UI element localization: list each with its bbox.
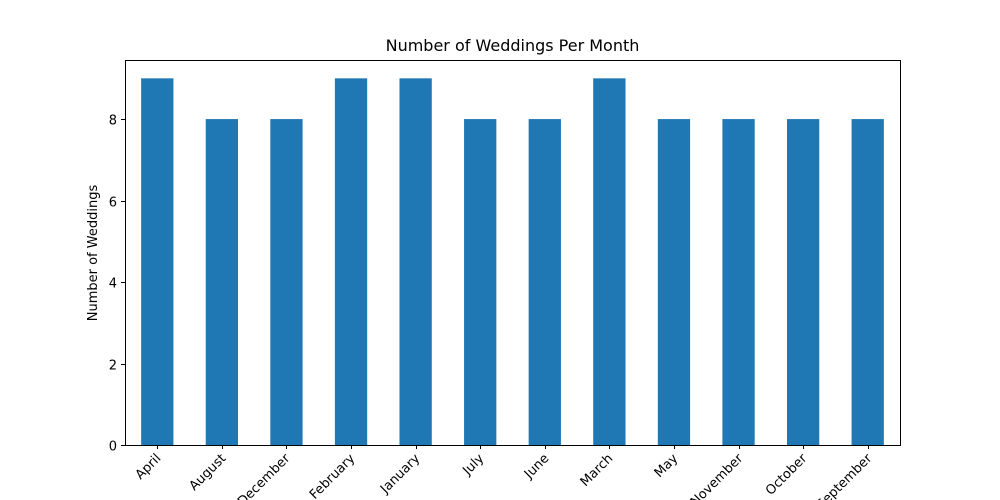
- y-tick-label: 0: [109, 440, 117, 455]
- bar-march: [593, 78, 626, 445]
- bar-january: [399, 78, 432, 445]
- bar-september: [851, 119, 884, 446]
- bar-december: [270, 119, 303, 446]
- y-axis: 0 2 4 6 8: [109, 114, 125, 455]
- bars-layer: [141, 78, 884, 446]
- y-tick-label: 4: [109, 277, 117, 292]
- chart-title: Number of Weddings Per Month: [386, 36, 640, 55]
- y-tick-label: 2: [109, 359, 117, 374]
- bar-november: [722, 119, 755, 446]
- y-tick-label: 6: [109, 196, 117, 211]
- bar-june: [528, 119, 561, 446]
- y-tick-label: 8: [109, 114, 117, 129]
- bar-april: [141, 78, 174, 445]
- bar-october: [786, 119, 820, 446]
- plot-frame: [125, 60, 901, 446]
- bar-july: [464, 119, 497, 446]
- y-axis-label: Number of Weddings: [86, 185, 101, 322]
- bar-august: [205, 119, 239, 446]
- bar-february: [334, 78, 368, 445]
- bar-may: [657, 119, 691, 446]
